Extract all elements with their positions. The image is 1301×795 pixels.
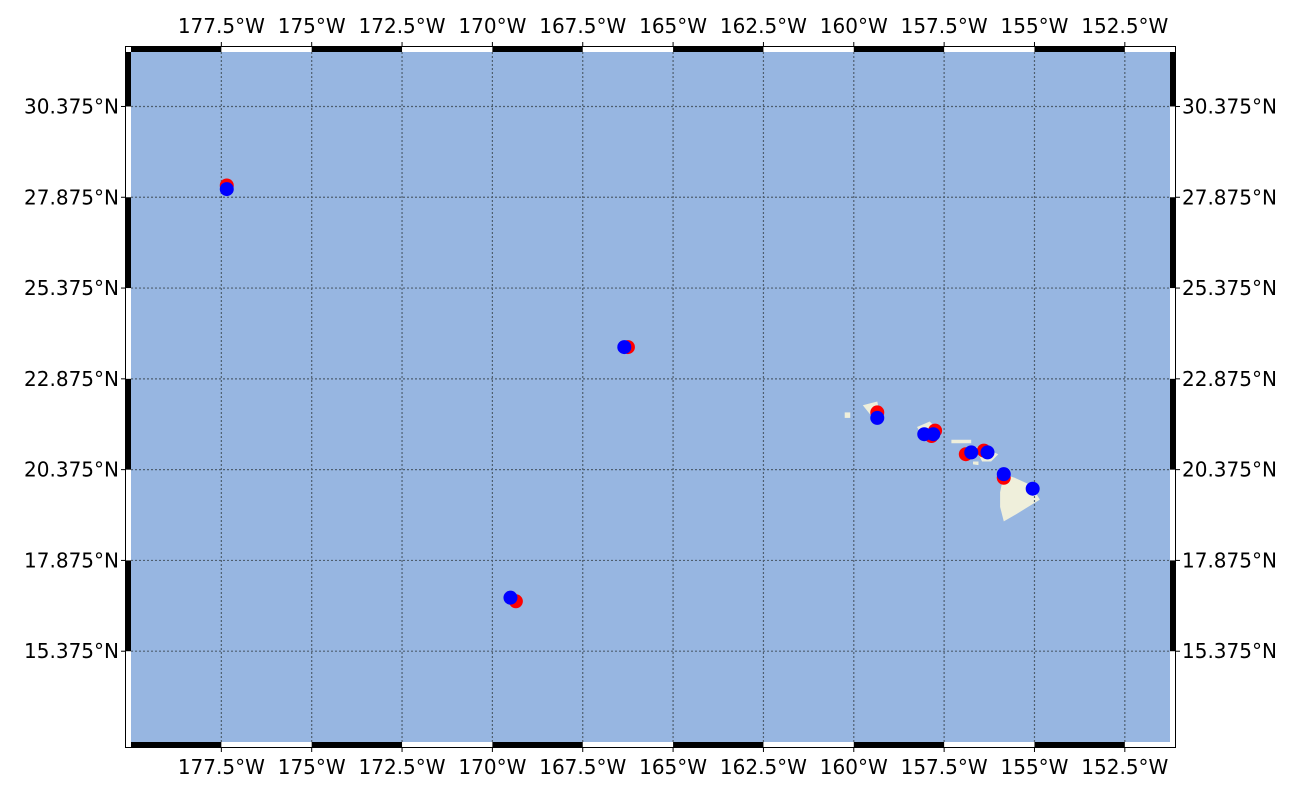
frame-outline	[125, 46, 1176, 748]
blue-marker	[980, 445, 995, 460]
blue-marker	[964, 445, 979, 460]
x-tick-label-top: 165°W	[639, 14, 707, 38]
y-tick-label-left: 25.375°N	[24, 276, 119, 300]
blue-marker	[1025, 481, 1040, 496]
gridlines	[131, 52, 1170, 742]
frame-segment-top	[673, 47, 764, 52]
frame-segment-right	[1170, 52, 1175, 107]
ocean	[131, 52, 1170, 742]
frame-segment-bottom	[492, 742, 583, 747]
x-tick-label-top: 162.5°W	[720, 14, 807, 38]
x-tick-label-bottom: 177.5°W	[178, 755, 265, 779]
y-tick-label-left: 20.375°N	[24, 458, 119, 482]
x-tick-label-bottom: 172.5°W	[359, 755, 446, 779]
x-tick-label-top: 160°W	[820, 14, 888, 38]
blue-marker	[219, 182, 234, 197]
frame-segment-left	[126, 378, 131, 470]
blue-marker	[617, 340, 632, 355]
x-tick-label-top: 172.5°W	[359, 14, 446, 38]
frame-segment-bottom	[673, 742, 764, 747]
x-tick-label-top: 155°W	[1001, 14, 1069, 38]
y-tick-label-left: 27.875°N	[24, 185, 119, 209]
y-tick-label-left: 17.875°N	[24, 548, 119, 572]
y-tick-label-right: 30.375°N	[1182, 94, 1277, 118]
y-tick-label-right: 22.875°N	[1182, 367, 1277, 391]
frame-segment-left	[126, 52, 131, 107]
frame-segment-right	[1170, 197, 1175, 289]
blue-marker	[996, 467, 1011, 482]
frame-segment-bottom	[853, 742, 945, 747]
frame-segment-top	[853, 47, 945, 52]
x-tick-label-top: 152.5°W	[1081, 14, 1168, 38]
x-tick-label-bottom: 152.5°W	[1081, 755, 1168, 779]
frame-segment-bottom	[131, 742, 222, 747]
y-tick-label-right: 27.875°N	[1182, 185, 1277, 209]
blue-marker	[870, 410, 885, 425]
y-tick-label-right: 20.375°N	[1182, 458, 1277, 482]
frame-segment-top	[311, 47, 403, 52]
island-kahoolawe	[973, 461, 979, 466]
frame-segment-left	[126, 560, 131, 652]
y-tick-label-left: 22.875°N	[24, 367, 119, 391]
x-tick-label-top: 175°W	[278, 14, 346, 38]
frame-segment-bottom	[311, 742, 403, 747]
x-tick-label-top: 157.5°W	[901, 14, 988, 38]
x-tick-label-bottom: 155°W	[1001, 755, 1069, 779]
y-tick-label-right: 17.875°N	[1182, 548, 1277, 572]
x-tick-label-top: 177.5°W	[178, 14, 265, 38]
y-tick-label-left: 30.375°N	[24, 94, 119, 118]
x-tick-label-bottom: 162.5°W	[720, 755, 807, 779]
x-tick-label-bottom: 160°W	[820, 755, 888, 779]
island-niihau	[844, 412, 851, 418]
island-molokai	[951, 439, 972, 444]
frame-segment-right	[1170, 378, 1175, 470]
data-points	[219, 178, 1040, 609]
x-tick-label-bottom: 175°W	[278, 755, 346, 779]
x-tick-label-bottom: 167.5°W	[539, 755, 626, 779]
blue-marker	[926, 427, 941, 442]
map-frame	[125, 46, 1176, 748]
frame-segment-bottom	[1034, 742, 1125, 747]
x-tick-label-bottom: 157.5°W	[901, 755, 988, 779]
y-tick-label-right: 25.375°N	[1182, 276, 1277, 300]
x-tick-label-bottom: 165°W	[639, 755, 707, 779]
frame-segment-left	[126, 197, 131, 289]
frame-segment-top	[1034, 47, 1125, 52]
x-tick-label-bottom: 170°W	[458, 755, 526, 779]
frame-segment-right	[1170, 560, 1175, 652]
x-tick-label-top: 167.5°W	[539, 14, 626, 38]
frame-segment-top	[131, 47, 222, 52]
frame-segment-top	[492, 47, 583, 52]
tick-labels: 177.5°W 177.5°W 175°W 175°W 172.5°W 172.5°W 17…	[24, 14, 1277, 779]
x-tick-label-top: 170°W	[458, 14, 526, 38]
y-tick-label-right: 15.375°N	[1182, 639, 1277, 663]
tick-marks	[121, 42, 1180, 752]
y-tick-label-left: 15.375°N	[24, 639, 119, 663]
blue-marker	[503, 590, 518, 605]
